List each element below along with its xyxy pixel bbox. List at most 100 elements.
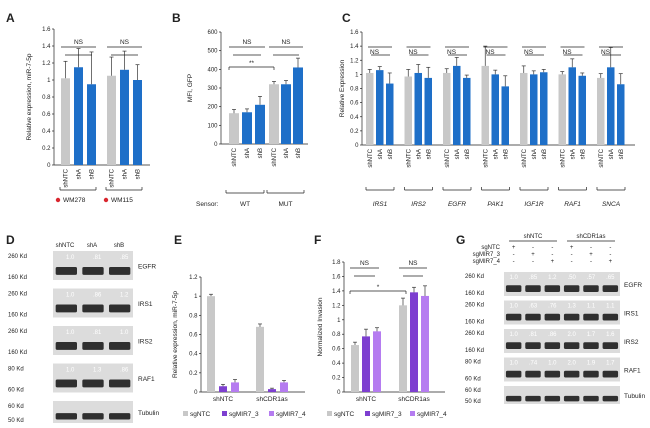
bar-e-0-2 <box>231 382 239 392</box>
blot-g-4-band <box>602 395 619 402</box>
blot-g-sign: + <box>531 252 535 258</box>
y-tick-label: 0 <box>214 142 218 148</box>
blot-g-0-band <box>563 285 580 292</box>
bar-c-6-2 <box>617 84 625 145</box>
group-label-b-1: MUT <box>278 201 292 208</box>
blot-g-value: 1.1 <box>587 304 596 310</box>
blot-g-value: .85 <box>529 275 538 281</box>
legend-swatch-f-2 <box>410 411 415 416</box>
group-label-a-1: WM115 <box>111 197 133 204</box>
cell-line-marker-dot <box>103 197 109 203</box>
blot-g-protein-0: EGFR <box>624 282 642 289</box>
blot-g-protein-4: Tubulin <box>624 393 645 400</box>
bar-c-2-1 <box>453 65 461 145</box>
blot-d-2-membrane <box>53 326 133 355</box>
blot-g-3-band <box>505 370 522 378</box>
bar-c-3-0 <box>481 65 489 145</box>
blot-d-col-0: shNTC <box>56 243 75 249</box>
kd-marker: 260 Kd <box>465 331 484 337</box>
sig-bracket-b-label: ** <box>249 60 255 67</box>
ns-bracket-a-1-label: NS <box>120 39 130 46</box>
blot-d-value: .85 <box>120 255 129 261</box>
legend-swatch-e-0 <box>183 411 188 416</box>
y-tick-label: 1.2 <box>42 61 51 67</box>
blot-d-3-membrane <box>53 363 133 393</box>
blot-g-2-band <box>602 342 619 349</box>
ns-label-c: NS <box>563 49 573 56</box>
blot-d-protein-2: IRS2 <box>138 339 153 346</box>
legend-swatch-e-1 <box>222 411 227 416</box>
blot-g-3-band <box>563 370 580 378</box>
bar-label-c: shA <box>455 149 461 159</box>
bar-label-c: shB <box>504 149 510 159</box>
bar-f-0-2 <box>373 331 381 392</box>
blot-g-sign: - <box>532 259 534 265</box>
y-tick-label: 0.2 <box>189 371 198 377</box>
y-tick-label: 1.2 <box>189 275 198 281</box>
kd-marker: 160 Kd <box>8 275 27 281</box>
blot-g-sign: + <box>551 259 555 265</box>
blot-d-value: .86 <box>120 368 129 374</box>
y-tick-label: 1.8 <box>332 260 341 266</box>
blot-g-value: .50 <box>567 275 576 281</box>
bar-b-4 <box>281 84 291 144</box>
kd-marker: 260 Kd <box>8 292 27 298</box>
group-label-e-1: shCDR1as <box>256 396 288 403</box>
bar-c-0-2 <box>386 83 394 145</box>
ns-bracket-f-0-label: NS <box>360 260 370 267</box>
bar-e-1-2 <box>280 382 288 392</box>
bar-label-a-1: shA <box>77 169 83 179</box>
bar-label-c: shNTC <box>561 148 567 167</box>
blot-g-sign: - <box>513 259 515 265</box>
bar-label-c: shNTC <box>599 148 605 167</box>
ns-bracket-b-1-label: NS <box>281 39 291 46</box>
blot-g-2-band <box>563 342 580 349</box>
y-tick-label: 0 <box>194 390 198 396</box>
blot-g-2-membrane <box>504 329 620 353</box>
y-tick-label: 0.6 <box>350 101 359 107</box>
blot-d-1-band <box>82 304 104 313</box>
gene-label-0: IRS1 <box>373 201 388 208</box>
bar-label-b-4: shA <box>284 148 290 158</box>
bar-c-5-0 <box>558 74 566 145</box>
blot-d-value: 1.0 <box>66 330 75 336</box>
blot-d-4-band <box>55 413 77 420</box>
y-tick-label: 0.2 <box>42 146 51 152</box>
bar-c-0-0 <box>366 72 374 145</box>
y-tick-label: 1 <box>355 72 359 78</box>
y-tick-label: 100 <box>207 123 218 129</box>
ns-label-c: NS <box>524 49 534 56</box>
kd-marker: 160 Kd <box>8 313 27 319</box>
kd-marker: 60 Kd <box>8 404 24 410</box>
bar-label-a-4: shA <box>123 169 129 179</box>
y-axis-label: MFI, GFP <box>187 74 194 102</box>
bar-label-b-3: shNTC <box>272 147 278 166</box>
y-tick-label: 1.4 <box>42 44 51 50</box>
blot-d-0-band <box>82 266 104 275</box>
blot-g-sign: - <box>571 259 573 265</box>
blot-g-4-band <box>544 395 561 402</box>
blot-g-3-band <box>602 370 619 378</box>
blot-g-row-label-2: sgMIR7_4 <box>473 259 501 265</box>
bar-label-b-5: shB <box>296 148 302 158</box>
panel-d-letter: D <box>6 233 15 247</box>
blot-d-3-band <box>109 379 131 388</box>
bar-a-5 <box>133 80 142 165</box>
blot-g-value: 1.9 <box>587 361 596 367</box>
blot-d-protein-0: EGFR <box>138 264 156 271</box>
blot-d-1-band <box>109 304 131 313</box>
group-label-f-1: shCDR1as <box>398 396 430 403</box>
blot-d-col-1: shA <box>87 243 97 249</box>
bar-e-1-1 <box>268 389 276 392</box>
blot-d-2-band <box>55 341 77 350</box>
sensor-label: Sensor: <box>196 201 219 208</box>
y-tick-label: 500 <box>207 49 218 55</box>
blot-g-4-band <box>505 395 522 402</box>
blot-g-group-1: shCDR1as <box>576 234 605 240</box>
y-axis-label: Normalized Invasion <box>317 297 324 356</box>
gene-label-5: RAF1 <box>564 201 581 208</box>
bar-c-4-0 <box>520 72 528 145</box>
panel-e-letter: E <box>174 233 182 247</box>
bar-b-3 <box>269 84 279 144</box>
blot-d-col-2: shB <box>114 243 124 249</box>
